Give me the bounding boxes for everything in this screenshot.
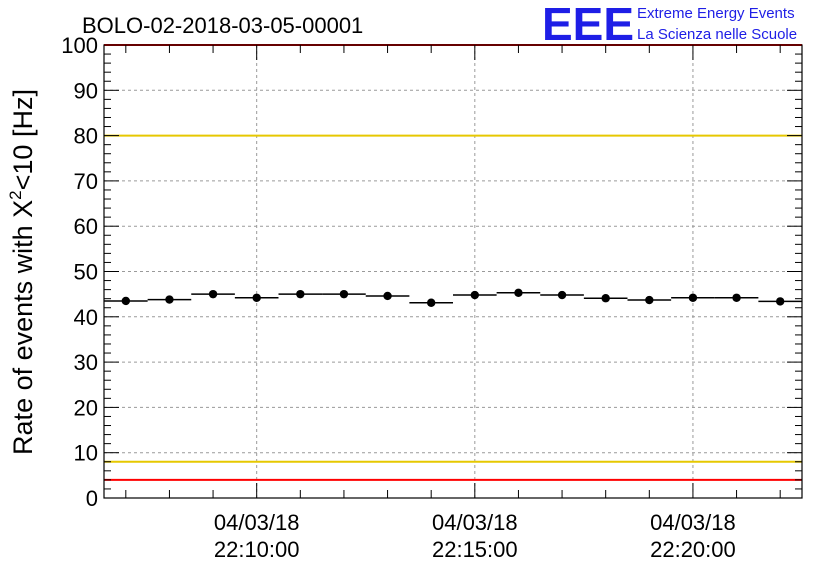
y-tick-label: 90 (74, 78, 98, 103)
data-point (426, 298, 436, 307)
x-tick-time: 22:10:00 (214, 537, 300, 562)
y-tick-label: 20 (74, 395, 98, 420)
axes (103, 44, 803, 499)
data-point (383, 291, 392, 301)
data-point (557, 290, 567, 300)
logo-line1: Extreme Energy Events (637, 5, 795, 22)
data-point (470, 290, 480, 300)
y-tick-label: 100 (61, 33, 98, 58)
logo-mark: EEE (542, 0, 634, 50)
y-tick-label: 60 (74, 214, 98, 239)
data-point (514, 288, 523, 297)
y-tick-label: 40 (74, 305, 98, 330)
y-tick-label: 80 (74, 124, 98, 149)
x-tick-date: 04/03/18 (432, 510, 518, 535)
x-tick-labels: 04/03/1822:10:0004/03/1822:15:0004/03/18… (214, 510, 736, 562)
y-axis-label-rest: <10 [Hz] (8, 89, 38, 190)
data-point (165, 295, 174, 304)
data-points (104, 288, 802, 307)
x-tick-time: 22:15:00 (432, 537, 518, 562)
y-tick-label: 50 (74, 260, 98, 285)
y-axis-label-sup: 2 (6, 190, 25, 199)
grid (104, 45, 802, 498)
x-tick-date: 04/03/18 (650, 510, 736, 535)
x-tick-date: 04/03/18 (214, 510, 300, 535)
data-point (645, 295, 654, 305)
y-tick-label: 30 (74, 350, 98, 375)
y-tick-labels: 0 10 20 30 40 50 60 70 80 90 100 (61, 33, 98, 511)
data-point (208, 289, 218, 299)
data-point (601, 294, 610, 303)
data-point (252, 293, 261, 302)
data-point (296, 289, 305, 299)
logo: EEE Extreme Energy Events La Scienza nel… (542, 0, 797, 50)
y-axis-label: Rate of events with X2<10 [Hz] (6, 89, 38, 455)
data-point (688, 293, 698, 302)
x-tick-time: 22:20:00 (650, 537, 736, 562)
y-tick-label: 10 (74, 441, 98, 466)
y-axis-label-main: Rate of events with X (8, 200, 38, 455)
reference-lines (104, 44, 802, 481)
chart-title: BOLO-02-2018-03-05-00001 (82, 13, 363, 38)
data-point (732, 293, 741, 302)
y-tick-label: 0 (86, 486, 98, 511)
data-point (339, 289, 349, 299)
data-point (775, 297, 785, 306)
y-tick-label: 70 (74, 169, 98, 194)
data-point (121, 296, 131, 306)
logo-line2: La Scienza nelle Scuole (637, 26, 797, 43)
